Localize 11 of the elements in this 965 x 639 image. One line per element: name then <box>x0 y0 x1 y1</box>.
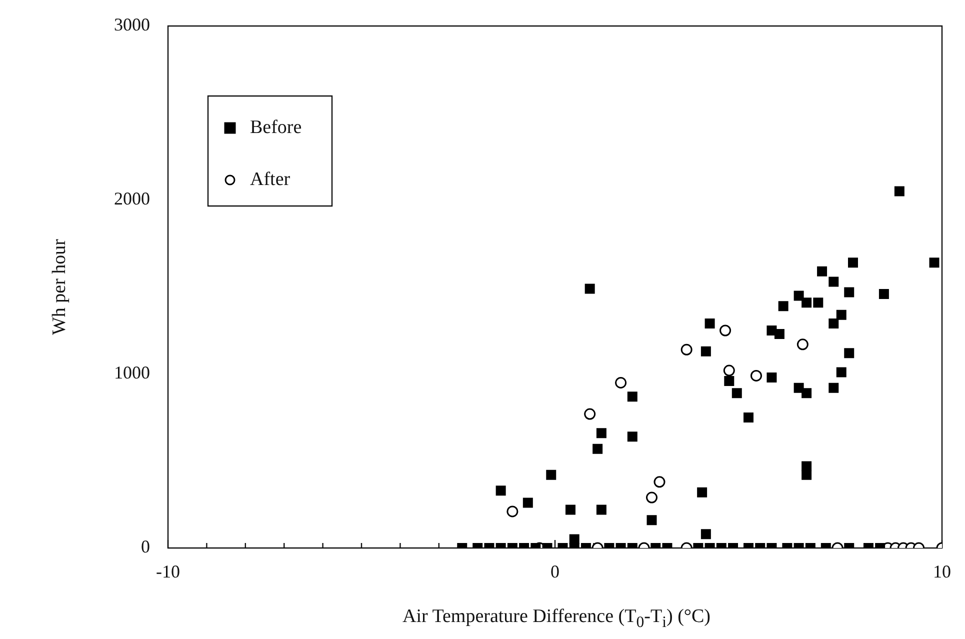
y-tick-label: 0 <box>141 536 150 557</box>
y-tick-label: 2000 <box>114 188 150 209</box>
y-tick-label: 3000 <box>114 14 150 35</box>
legend-label: After <box>250 168 291 190</box>
x-axis-title: Air Temperature Difference (T$_{0}$-T$_{i}$) (°C) <box>401 606 712 632</box>
x-tick-label: -10 <box>156 562 180 582</box>
x-tick-label: 0 <box>550 562 560 582</box>
y-tick-label: 1000 <box>114 362 150 383</box>
x-tick-label: 10 <box>933 562 951 582</box>
legend-label: Before <box>250 116 302 138</box>
y-axis-title: Wh per hour <box>49 238 71 336</box>
